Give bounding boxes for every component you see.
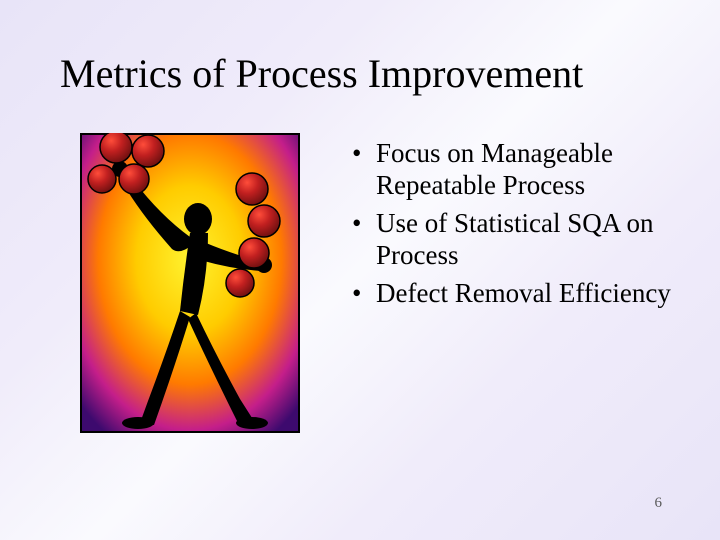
- bullet-list: Focus on Manageable Repeatable Process U…: [348, 133, 680, 314]
- bullet-item: Defect Removal Efficiency: [348, 277, 680, 309]
- bullet-item: Use of Statistical SQA on Process: [348, 207, 680, 272]
- content-row: Focus on Manageable Repeatable Process U…: [60, 133, 680, 433]
- slide: Metrics of Process Improvement: [0, 0, 720, 540]
- bullet-item: Focus on Manageable Repeatable Process: [348, 137, 680, 202]
- page-title: Metrics of Process Improvement: [60, 50, 680, 97]
- page-number: 6: [655, 495, 663, 512]
- clipart-figure: [80, 133, 300, 433]
